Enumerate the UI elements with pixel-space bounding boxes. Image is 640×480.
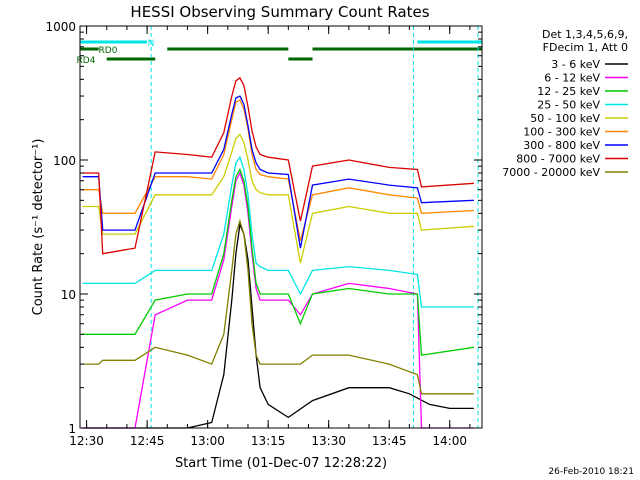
- x-tick-label: 12:30: [69, 434, 104, 448]
- x-tick-label: 13:00: [190, 434, 225, 448]
- legend-item-label: 3 - 6 keV: [551, 58, 600, 71]
- x-tick-label: 14:00: [432, 434, 467, 448]
- series-line: [82, 167, 474, 356]
- legend-item-label: 50 - 100 keV: [530, 112, 600, 125]
- y-tick-label: 100: [53, 154, 76, 168]
- legend-item-label: 300 - 800 keV: [523, 139, 600, 152]
- series-line: [82, 133, 474, 264]
- legend-item-label: 6 - 12 keV: [544, 72, 600, 85]
- time-markers: [150, 26, 479, 428]
- legend: Det 1,3,4,5,6,9,FDecim 1, Att 0 3 - 6 keV…: [502, 28, 628, 179]
- y-tick-label: 10: [61, 288, 76, 302]
- y-axis-label: Count Rate (s⁻¹ detector⁻¹): [31, 139, 46, 316]
- plot-frame: [79, 25, 483, 429]
- axes: 12:30 12:45 13:00 13:15 13:30 13:45 14:00 1 10 10…: [45, 20, 482, 448]
- x-tick-label: 12:45: [130, 434, 165, 448]
- timestamp: 26-Feb-2010 18:21: [548, 467, 634, 477]
- legend-item-label: 12 - 25 keV: [537, 85, 600, 98]
- y-tick-label: 1: [68, 422, 76, 436]
- x-axis-label: Start Time (01-Dec-07 12:28:22): [175, 456, 387, 471]
- data-series: [82, 76, 474, 429]
- series-line: [82, 76, 474, 255]
- flag-label-rd0: RD0: [99, 46, 118, 56]
- legend-item-label: 7000 - 20000 keV: [502, 166, 600, 179]
- legend-header-line: FDecim 1, Att 0: [543, 41, 628, 54]
- legend-item-label: 800 - 7000 keV: [516, 153, 600, 166]
- legend-item-label: 100 - 300 keV: [523, 126, 600, 139]
- x-tick-label: 13:45: [372, 434, 407, 448]
- flag-label-rd4: RD4: [77, 56, 96, 66]
- series-line: [82, 155, 474, 308]
- x-tick-label: 13:30: [311, 434, 346, 448]
- chart-title: HESSI Observing Summary Count Rates: [130, 3, 429, 21]
- series-line: [82, 218, 474, 395]
- y-tick-label: 1000: [45, 20, 76, 34]
- x-tick-label: 13:15: [251, 434, 286, 448]
- legend-header-line: Det 1,3,4,5,6,9,: [542, 28, 628, 41]
- series-line: [82, 95, 474, 249]
- legend-item-label: 25 - 50 keV: [537, 99, 600, 112]
